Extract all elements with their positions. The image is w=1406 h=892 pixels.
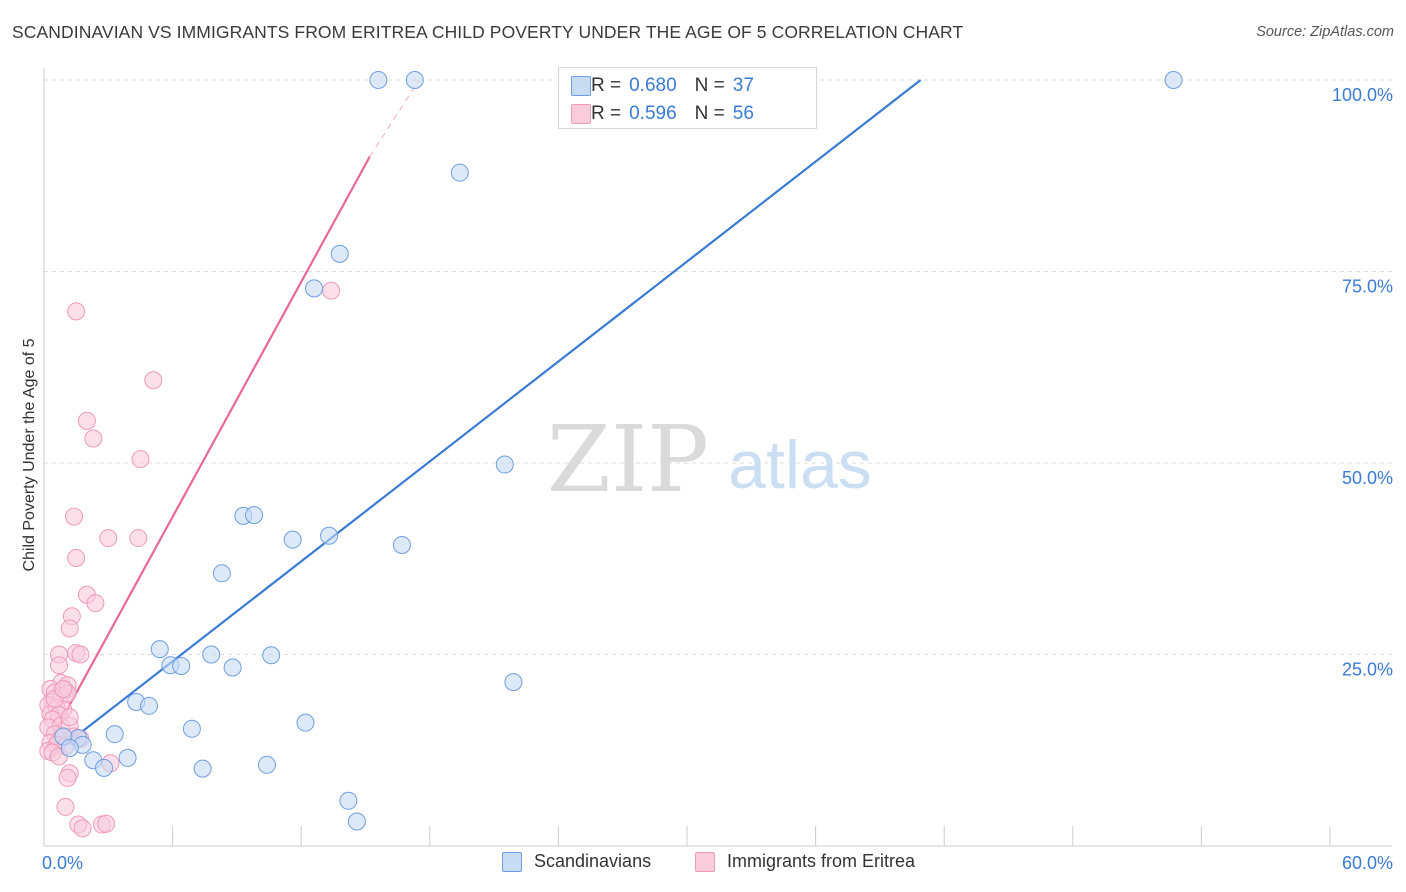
blue-point xyxy=(257,755,276,774)
chart-title: SCANDINAVIAN VS IMMIGRANTS FROM ERITREA … xyxy=(12,22,964,42)
legend-swatch-pink xyxy=(695,851,715,872)
pink-point xyxy=(97,814,116,833)
y-axis-label: Child Poverty Under the Age of 5 xyxy=(21,338,38,572)
blue-point xyxy=(95,758,114,777)
pink-point xyxy=(54,679,73,698)
legend-item-scandinavians: Scandinavians xyxy=(502,851,651,872)
blue-point xyxy=(60,738,79,757)
legend-label-eritrea: Immigrants from Eritrea xyxy=(727,851,916,871)
pink-point xyxy=(60,708,79,727)
blue-point xyxy=(150,640,169,659)
blue-point xyxy=(118,748,137,767)
legend-r-label: R = xyxy=(591,103,622,124)
pink-point xyxy=(67,302,86,321)
blue-point xyxy=(105,725,124,744)
pink-point xyxy=(131,450,150,469)
legend-label-scandinavians: Scandinavians xyxy=(534,851,652,871)
legend-r-label: R = xyxy=(591,75,622,96)
watermark: ZIP atlas xyxy=(547,406,872,513)
blue-point xyxy=(330,244,349,263)
legend-n-value: 56 xyxy=(732,103,754,124)
x-tick-label: 0.0% xyxy=(42,853,83,873)
blue-point xyxy=(450,163,469,182)
legend-item-eritrea: Immigrants from Eritrea xyxy=(695,851,915,872)
blue-point xyxy=(182,719,201,738)
legend-row-eritrea: R = 0.596 N = 56 xyxy=(571,101,754,127)
blue-point xyxy=(223,658,242,677)
blue-point xyxy=(212,564,231,583)
legend-swatch-pink xyxy=(571,104,591,124)
blue-point xyxy=(339,791,358,810)
series-legend: Scandinavians Immigrants from Eritrea xyxy=(0,851,1406,877)
legend-r-value: 0.596 xyxy=(629,103,677,124)
pink-point xyxy=(86,594,105,613)
blue-point xyxy=(405,71,424,89)
pink-point xyxy=(322,281,341,300)
data-points xyxy=(39,71,1183,838)
watermark-atlas: atlas xyxy=(728,427,872,503)
watermark-zip: ZIP xyxy=(547,406,709,513)
pink-point xyxy=(58,768,77,787)
pink-trend-line xyxy=(45,156,371,749)
source-label: Source: ZipAtlas.com xyxy=(1256,24,1394,40)
legend-swatch-blue xyxy=(502,851,522,872)
legend-n-label: N = xyxy=(694,103,725,124)
pink-point xyxy=(129,529,148,548)
blue-trend-line xyxy=(47,79,922,759)
axes xyxy=(43,68,1392,847)
blue-point xyxy=(320,526,339,545)
y-tick-label: 50.0% xyxy=(1342,468,1393,488)
blue-point xyxy=(140,696,159,715)
x-tick-labels: 0.0% 60.0% xyxy=(42,853,1393,873)
gridlines xyxy=(44,79,1392,655)
blue-point xyxy=(369,71,388,89)
y-tick-label: 100.0% xyxy=(1332,85,1393,105)
blue-point xyxy=(283,530,302,549)
pink-point xyxy=(73,819,92,838)
pink-point xyxy=(77,411,96,430)
legend-row-scandinavians: R = 0.680 N = 37 xyxy=(571,73,754,99)
y-tick-label: 25.0% xyxy=(1342,660,1393,680)
correlation-legend: R = 0.680 N = 37 R = 0.596 N = 56 xyxy=(558,67,817,129)
blue-point xyxy=(245,506,264,525)
blue-point xyxy=(193,759,212,778)
legend-swatch-blue xyxy=(571,76,591,96)
legend-r-value: 0.680 xyxy=(629,75,677,96)
pink-point xyxy=(144,371,163,390)
legend-n-value: 37 xyxy=(732,75,754,96)
blue-point xyxy=(495,455,514,474)
legend-n-label: N = xyxy=(694,75,725,96)
blue-point xyxy=(392,535,411,554)
pink-point xyxy=(50,656,69,675)
blue-point xyxy=(172,656,191,675)
blue-point xyxy=(262,646,281,665)
y-tick-labels: 25.0% 50.0% 75.0% 100.0% xyxy=(1332,85,1393,680)
blue-point xyxy=(202,645,221,664)
trend-lines xyxy=(45,79,922,759)
pink-point xyxy=(71,645,90,664)
blue-point xyxy=(305,279,324,298)
pink-point xyxy=(56,797,75,816)
blue-point xyxy=(347,812,366,831)
pink-point xyxy=(99,529,118,548)
x-tick-label: 60.0% xyxy=(1342,853,1393,873)
y-tick-label: 75.0% xyxy=(1342,277,1393,297)
blue-point xyxy=(1164,71,1183,89)
pink-point xyxy=(60,619,79,638)
pink-point xyxy=(67,548,86,567)
blue-point xyxy=(296,713,315,732)
pink-point xyxy=(84,429,103,448)
blue-point xyxy=(504,673,523,692)
pink-trend-extension xyxy=(369,79,420,157)
pink-point xyxy=(65,507,84,526)
